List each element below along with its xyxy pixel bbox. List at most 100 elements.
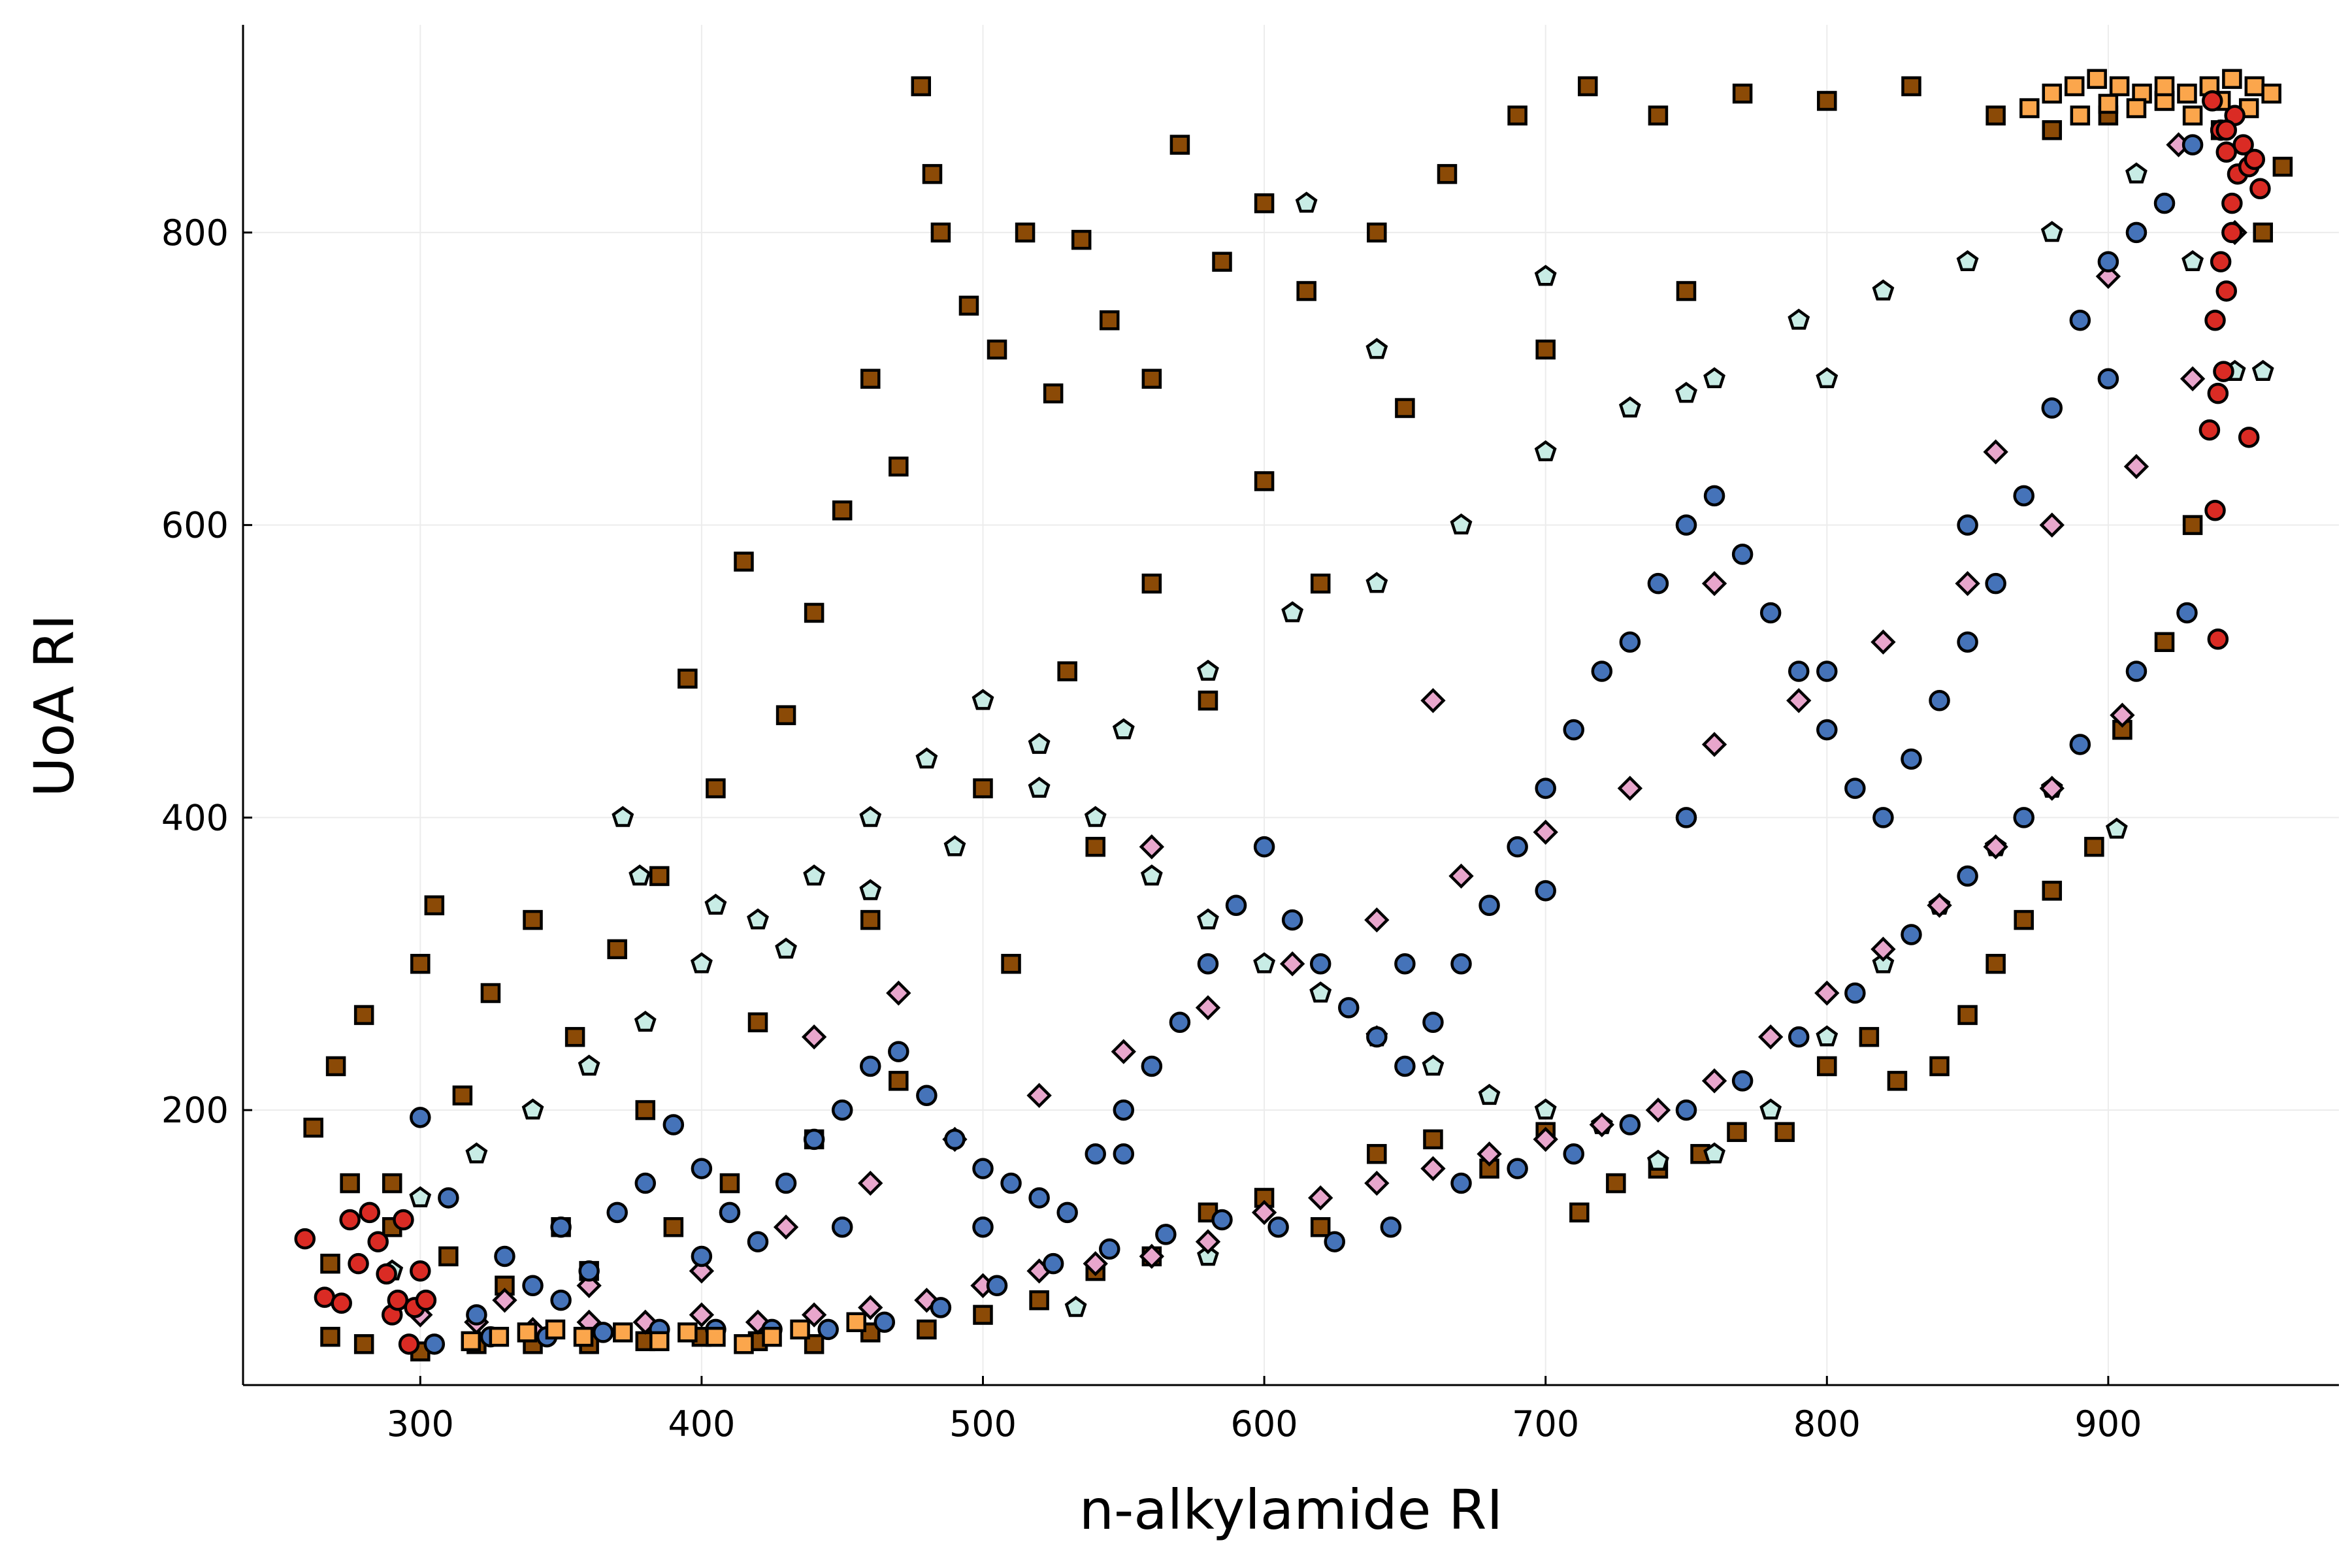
- data-point-circle: [1703, 485, 1725, 507]
- data-point-circle: [410, 1107, 431, 1128]
- data-point-circle: [1788, 661, 1810, 682]
- data-point-square: [2042, 120, 2063, 140]
- data-point-circle: [494, 1245, 515, 1267]
- data-point-diamond: [2095, 263, 2121, 289]
- data-point-square: [1212, 252, 1232, 272]
- data-point-pentagon: [1816, 367, 1838, 389]
- data-point-circle: [2069, 309, 2091, 331]
- data-point-diamond: [773, 1215, 799, 1240]
- data-point-circle: [2201, 90, 2223, 112]
- data-point-diamond: [1251, 1200, 1277, 1226]
- data-point-square: [613, 1322, 633, 1343]
- data-point-square: [480, 983, 501, 1004]
- data-point-circle: [2069, 734, 2091, 755]
- data-point-circle: [972, 1158, 994, 1179]
- data-point-circle: [578, 1260, 600, 1282]
- data-point-circle: [817, 1318, 839, 1341]
- data-point-circle: [634, 1172, 657, 1194]
- data-point-circle: [1113, 1099, 1135, 1121]
- data-point-diamond: [1870, 629, 1896, 655]
- data-point-square: [438, 1246, 459, 1267]
- data-point-square: [353, 1005, 374, 1025]
- data-point-square: [2042, 83, 2063, 104]
- y-axis-label: UoA RI: [22, 614, 86, 797]
- data-point-square: [649, 1331, 670, 1352]
- data-point-circle: [1028, 1187, 1050, 1209]
- data-point-square: [573, 1326, 594, 1347]
- data-point-circle: [1450, 953, 1472, 975]
- data-point-pentagon: [1703, 1142, 1725, 1164]
- data-point-circle: [2181, 134, 2204, 155]
- data-point-pentagon: [775, 938, 797, 959]
- data-point-square: [973, 778, 993, 798]
- data-point-circle: [1872, 807, 1894, 828]
- data-point-circle: [1225, 894, 1247, 916]
- data-point-square: [860, 368, 881, 389]
- data-point-square: [930, 222, 951, 243]
- data-point-pentagon: [1703, 367, 1725, 389]
- data-point-pentagon: [1365, 572, 1388, 593]
- data-point-pentagon: [1084, 806, 1107, 827]
- data-point-square: [1057, 661, 1077, 681]
- data-point-circle: [1731, 544, 1754, 565]
- data-point-square: [846, 1312, 866, 1332]
- data-point-square: [1774, 1122, 1795, 1142]
- data-point-square: [1395, 398, 1415, 418]
- data-point-square: [663, 1217, 684, 1237]
- series-5: [461, 69, 2281, 1354]
- data-point-square: [1859, 1026, 1880, 1047]
- data-point-diamond: [1955, 571, 1980, 596]
- data-point-circle: [1197, 953, 1219, 975]
- data-point-square: [1887, 1071, 1908, 1091]
- series-2: [381, 162, 2274, 1317]
- data-point-circle: [719, 1201, 741, 1224]
- data-point-circle: [1901, 748, 1922, 770]
- data-point-pentagon: [943, 835, 966, 857]
- data-point-circle: [747, 1231, 769, 1252]
- data-point-circle: [2153, 192, 2176, 214]
- data-point-circle: [662, 1114, 685, 1135]
- data-point-square: [2070, 105, 2091, 126]
- data-point-square: [804, 1334, 825, 1354]
- data-point-square: [776, 705, 796, 725]
- data-point-diamond: [1701, 571, 1727, 596]
- x-axis-label: n-alkylamide RI: [1079, 1478, 1503, 1542]
- data-point-circle: [2238, 427, 2260, 448]
- data-point-square: [1141, 573, 1162, 594]
- data-point-diamond: [1533, 819, 1558, 845]
- data-point-square: [353, 1334, 374, 1354]
- data-point-diamond: [1983, 439, 2008, 465]
- data-point-circle: [410, 1260, 431, 1282]
- data-point-square: [1310, 573, 1331, 594]
- data-point-square: [424, 895, 445, 915]
- data-point-diamond: [1279, 951, 1305, 977]
- data-point-square: [1198, 691, 1218, 711]
- data-point-square: [2222, 69, 2242, 90]
- data-point-square: [517, 1322, 538, 1343]
- data-point-circle: [1422, 1011, 1444, 1034]
- data-point-circle: [2125, 661, 2148, 682]
- data-point-circle: [2013, 807, 2034, 828]
- data-point-circle: [972, 1216, 994, 1238]
- data-point-square: [889, 1071, 909, 1091]
- data-point-square: [1957, 1005, 1978, 1025]
- data-point-circle: [1478, 894, 1500, 916]
- data-point-square: [2014, 909, 2034, 930]
- data-point-circle: [1338, 997, 1360, 1019]
- data-point-square: [719, 1173, 740, 1194]
- data-point-pentagon: [612, 806, 634, 827]
- data-point-circle: [1957, 865, 1978, 887]
- data-point-diamond: [1195, 1229, 1221, 1254]
- data-point-circle: [606, 1201, 628, 1224]
- y-tick-label: 600: [161, 505, 229, 546]
- series-4: [410, 119, 2232, 1355]
- data-point-square: [523, 909, 543, 930]
- data-point-square: [1648, 105, 1669, 126]
- data-point-square: [889, 456, 909, 477]
- data-point-circle: [1394, 953, 1416, 975]
- data-point-circle: [1042, 1252, 1064, 1275]
- data-point-pentagon: [1872, 279, 1895, 301]
- data-point-diamond: [1645, 1097, 1671, 1123]
- data-point-circle: [986, 1275, 1008, 1297]
- data-point-circle: [831, 1099, 853, 1121]
